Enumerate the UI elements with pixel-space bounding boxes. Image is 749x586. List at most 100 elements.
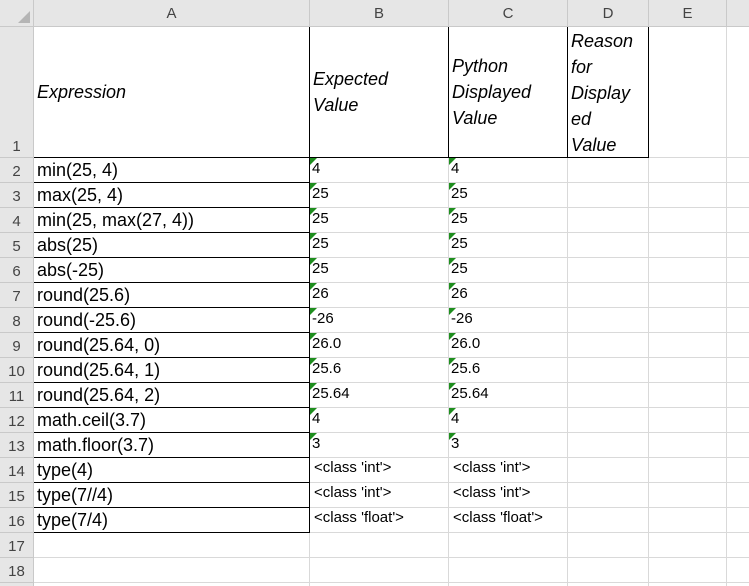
- cell-b16[interactable]: <class 'float'>: [310, 508, 449, 533]
- cell-e12[interactable]: [649, 408, 727, 433]
- cell-d6[interactable]: [568, 258, 649, 283]
- cell-a8[interactable]: round(-25.6): [34, 308, 310, 333]
- cell-f12[interactable]: [727, 408, 749, 433]
- cell-d7[interactable]: [568, 283, 649, 308]
- cell-b10[interactable]: 25.6: [310, 358, 449, 383]
- cell-b2[interactable]: 4: [310, 158, 449, 183]
- column-header-d[interactable]: D: [568, 0, 649, 27]
- cell-d1[interactable]: Reason for Display ed Value: [568, 27, 649, 158]
- cell-e9[interactable]: [649, 333, 727, 358]
- cell-d16[interactable]: [568, 508, 649, 533]
- cell-a4[interactable]: min(25, max(27, 4)): [34, 208, 310, 233]
- cell-f9[interactable]: [727, 333, 749, 358]
- select-all-corner[interactable]: [0, 0, 34, 27]
- column-header-b[interactable]: B: [310, 0, 449, 27]
- cell-b8[interactable]: -26: [310, 308, 449, 333]
- cell-c7[interactable]: 26: [449, 283, 568, 308]
- cell-e3[interactable]: [649, 183, 727, 208]
- cell-a11[interactable]: round(25.64, 2): [34, 383, 310, 408]
- cell-f15[interactable]: [727, 483, 749, 508]
- cell-b14[interactable]: <class 'int'>: [310, 458, 449, 483]
- column-header-c[interactable]: C: [449, 0, 568, 27]
- cell-e4[interactable]: [649, 208, 727, 233]
- cell-a13[interactable]: math.floor(3.7): [34, 433, 310, 458]
- cell-b5[interactable]: 25: [310, 233, 449, 258]
- cell-a2[interactable]: min(25, 4): [34, 158, 310, 183]
- cell-e1[interactable]: [649, 27, 727, 158]
- cell-c3[interactable]: 25: [449, 183, 568, 208]
- cell-b4[interactable]: 25: [310, 208, 449, 233]
- row-header-8[interactable]: 8: [0, 308, 34, 333]
- cell-d3[interactable]: [568, 183, 649, 208]
- row-header-19[interactable]: 19: [0, 583, 34, 586]
- cell-d12[interactable]: [568, 408, 649, 433]
- cell-d19[interactable]: [568, 583, 649, 586]
- cell-a19[interactable]: [34, 583, 310, 586]
- row-header-14[interactable]: 14: [0, 458, 34, 483]
- cell-b15[interactable]: <class 'int'>: [310, 483, 449, 508]
- row-header-1[interactable]: 1: [0, 27, 34, 158]
- cell-f10[interactable]: [727, 358, 749, 383]
- cell-b1[interactable]: Expected Value: [310, 27, 449, 158]
- cell-a5[interactable]: abs(25): [34, 233, 310, 258]
- column-header-e[interactable]: E: [649, 0, 727, 27]
- cell-a7[interactable]: round(25.6): [34, 283, 310, 308]
- cell-a15[interactable]: type(7//4): [34, 483, 310, 508]
- cell-c2[interactable]: 4: [449, 158, 568, 183]
- cell-c13[interactable]: 3: [449, 433, 568, 458]
- cell-a12[interactable]: math.ceil(3.7): [34, 408, 310, 433]
- cell-e16[interactable]: [649, 508, 727, 533]
- cell-f5[interactable]: [727, 233, 749, 258]
- cell-d15[interactable]: [568, 483, 649, 508]
- cell-d4[interactable]: [568, 208, 649, 233]
- cell-b17[interactable]: [310, 533, 449, 558]
- cell-f6[interactable]: [727, 258, 749, 283]
- row-header-17[interactable]: 17: [0, 533, 34, 558]
- cell-c6[interactable]: 25: [449, 258, 568, 283]
- cell-e11[interactable]: [649, 383, 727, 408]
- cell-b19[interactable]: [310, 583, 449, 586]
- cell-e18[interactable]: [649, 558, 727, 583]
- cell-a1[interactable]: Expression: [34, 27, 310, 158]
- cell-f1[interactable]: [727, 27, 749, 158]
- row-header-7[interactable]: 7: [0, 283, 34, 308]
- cell-e13[interactable]: [649, 433, 727, 458]
- cell-a9[interactable]: round(25.64, 0): [34, 333, 310, 358]
- cell-d17[interactable]: [568, 533, 649, 558]
- cell-c17[interactable]: [449, 533, 568, 558]
- cell-e17[interactable]: [649, 533, 727, 558]
- cell-d8[interactable]: [568, 308, 649, 333]
- cell-c16[interactable]: <class 'float'>: [449, 508, 568, 533]
- cell-a18[interactable]: [34, 558, 310, 583]
- row-header-3[interactable]: 3: [0, 183, 34, 208]
- row-header-16[interactable]: 16: [0, 508, 34, 533]
- cell-c19[interactable]: [449, 583, 568, 586]
- row-header-9[interactable]: 9: [0, 333, 34, 358]
- column-header-a[interactable]: A: [34, 0, 310, 27]
- cell-e14[interactable]: [649, 458, 727, 483]
- cell-f7[interactable]: [727, 283, 749, 308]
- cell-b6[interactable]: 25: [310, 258, 449, 283]
- cell-f3[interactable]: [727, 183, 749, 208]
- cell-f2[interactable]: [727, 158, 749, 183]
- cell-d10[interactable]: [568, 358, 649, 383]
- cell-b3[interactable]: 25: [310, 183, 449, 208]
- cell-e15[interactable]: [649, 483, 727, 508]
- cell-f8[interactable]: [727, 308, 749, 333]
- cell-c8[interactable]: -26: [449, 308, 568, 333]
- cell-b11[interactable]: 25.64: [310, 383, 449, 408]
- cell-d18[interactable]: [568, 558, 649, 583]
- row-header-12[interactable]: 12: [0, 408, 34, 433]
- cell-e8[interactable]: [649, 308, 727, 333]
- cell-d14[interactable]: [568, 458, 649, 483]
- cell-e19[interactable]: [649, 583, 727, 586]
- cell-d5[interactable]: [568, 233, 649, 258]
- cell-b9[interactable]: 26.0: [310, 333, 449, 358]
- cell-b13[interactable]: 3: [310, 433, 449, 458]
- cell-a14[interactable]: type(4): [34, 458, 310, 483]
- cell-a3[interactable]: max(25, 4): [34, 183, 310, 208]
- cell-f17[interactable]: [727, 533, 749, 558]
- cell-f14[interactable]: [727, 458, 749, 483]
- row-header-11[interactable]: 11: [0, 383, 34, 408]
